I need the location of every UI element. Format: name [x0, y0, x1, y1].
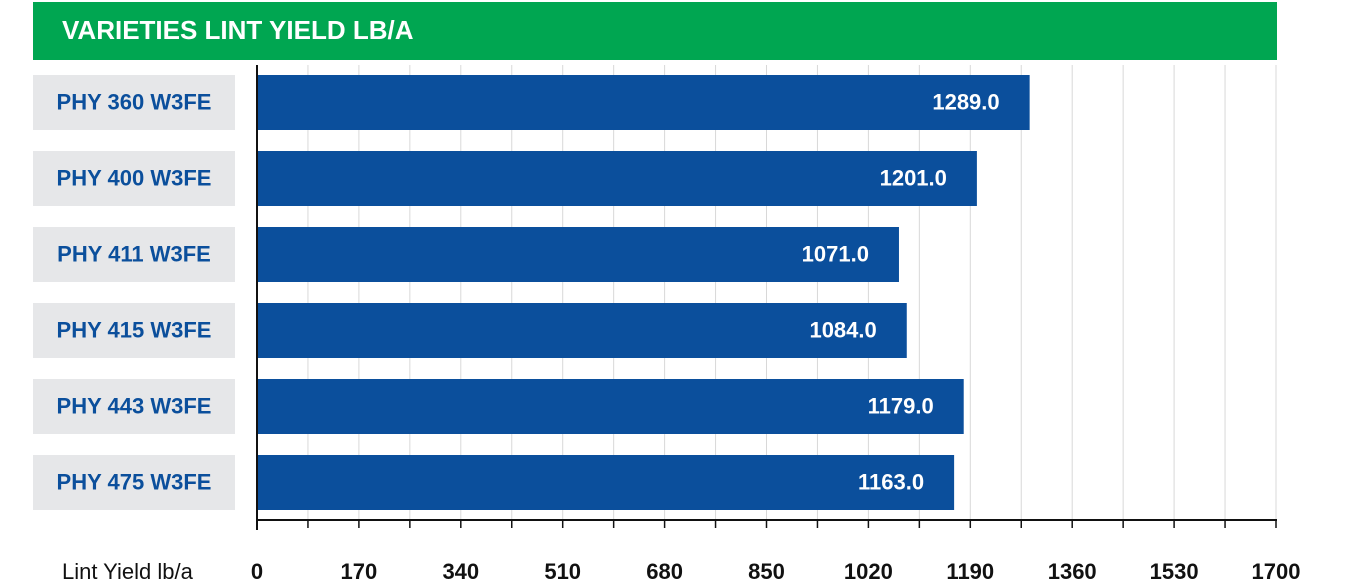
value-label: 1084.0: [809, 317, 876, 342]
category-box: [33, 227, 235, 282]
bar: [257, 303, 907, 358]
x-tick-label: 850: [748, 559, 785, 584]
y-tick-label: PHY 400 W3FE: [57, 165, 212, 190]
y-tick-label: PHY 415 W3FE: [57, 317, 212, 342]
bar: [257, 455, 955, 510]
category-box: [33, 455, 235, 510]
value-label: 1201.0: [880, 165, 947, 190]
bar: [257, 379, 964, 434]
category-box: [33, 379, 235, 434]
category-box: [33, 151, 235, 206]
x-tick-label: 1360: [1048, 559, 1097, 584]
value-label: 1163.0: [858, 469, 924, 494]
value-label: 1179.0: [868, 393, 934, 418]
y-tick-label: PHY 360 W3FE: [57, 89, 212, 114]
x-tick-label: 0: [251, 559, 263, 584]
value-label: 1071.0: [802, 241, 869, 266]
category-box: [33, 303, 235, 358]
bar: [257, 75, 1030, 130]
x-tick-label: 340: [442, 559, 479, 584]
x-tick-label: 170: [341, 559, 378, 584]
x-tick-label: 1190: [946, 559, 994, 584]
bar: [257, 151, 977, 206]
bar: [257, 227, 899, 282]
x-tick-label: 680: [646, 559, 683, 584]
x-tick-label: 1700: [1252, 559, 1301, 584]
chart-title: VARIETIES LINT YIELD LB/A: [62, 15, 414, 45]
x-tick-label: 1530: [1150, 559, 1199, 584]
x-tick-label: 1020: [844, 559, 893, 584]
y-tick-label: PHY 475 W3FE: [57, 469, 212, 494]
x-axis-label: Lint Yield lb/a: [62, 559, 194, 584]
y-tick-label: PHY 443 W3FE: [57, 393, 212, 418]
value-label: 1289.0: [932, 89, 999, 114]
x-tick-label: 510: [544, 559, 581, 584]
category-box: [33, 75, 235, 130]
y-tick-label: PHY 411 W3FE: [57, 241, 211, 266]
title-banner: [33, 2, 1277, 60]
